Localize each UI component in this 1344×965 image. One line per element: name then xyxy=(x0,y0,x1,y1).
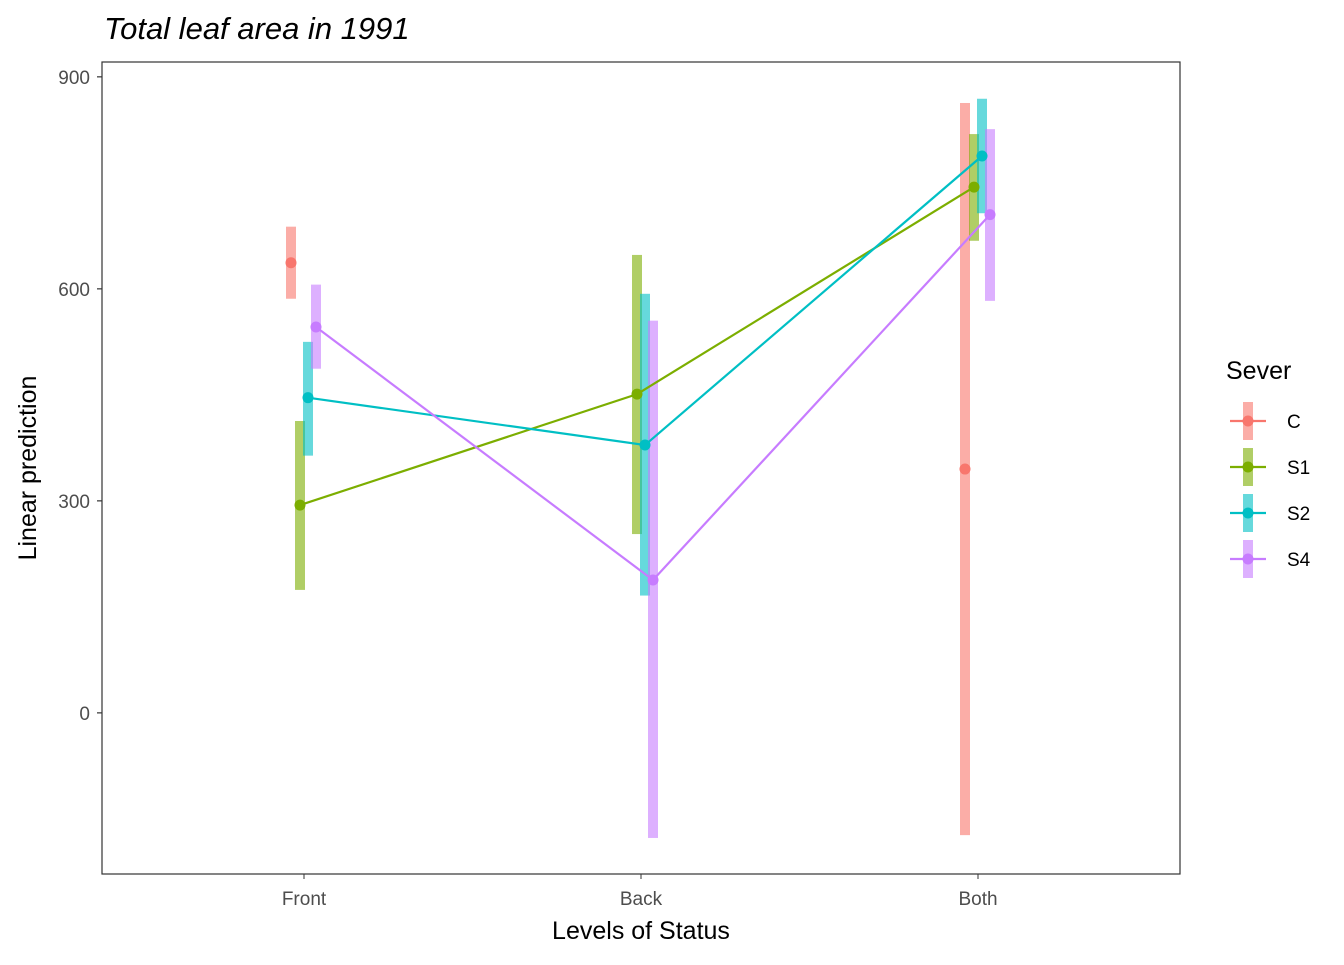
legend-label-C: C xyxy=(1287,412,1301,433)
chart-title: Total leaf area in 1991 xyxy=(104,11,410,46)
y-axis-title: Linear prediction xyxy=(14,376,42,561)
series-points xyxy=(285,150,996,586)
line-segment-S4 xyxy=(652,213,991,581)
y-tick-label: 600 xyxy=(58,280,90,301)
legend-key-point xyxy=(1242,461,1254,473)
y-tick-label: 300 xyxy=(58,492,90,513)
point-S4 xyxy=(984,209,996,221)
x-axis: Front Back Both xyxy=(282,874,998,910)
point-S2 xyxy=(639,439,651,451)
legend-key-point xyxy=(1242,415,1254,427)
y-tick-label: 900 xyxy=(58,68,90,89)
point-S4 xyxy=(647,574,659,586)
x-tick-label: Both xyxy=(958,889,997,910)
point-S2 xyxy=(302,392,314,404)
point-C xyxy=(285,257,297,269)
legend-title: Sever xyxy=(1226,357,1291,385)
legend-label-S1: S1 xyxy=(1287,458,1310,479)
legend-key-point xyxy=(1242,507,1254,519)
point-S1 xyxy=(294,499,306,511)
point-C xyxy=(959,463,971,475)
line-segment-S4 xyxy=(315,326,654,581)
line-segment-S2 xyxy=(307,396,646,447)
y-axis: 900 600 300 0 xyxy=(58,68,102,725)
y-tick-label: 0 xyxy=(79,704,90,725)
point-S1 xyxy=(968,181,980,193)
x-tick-label: Front xyxy=(282,889,327,910)
legend-key-point xyxy=(1242,553,1254,565)
line-segment-S1 xyxy=(636,186,975,396)
series-lines xyxy=(299,155,991,581)
legend-label-S4: S4 xyxy=(1287,550,1311,571)
legend: Sever C S1 S2 S4 xyxy=(1226,357,1311,578)
point-S2 xyxy=(976,150,988,162)
x-axis-title: Levels of Status xyxy=(552,917,730,945)
point-S4 xyxy=(310,321,322,333)
line-segment-S1 xyxy=(299,393,638,507)
x-tick-label: Back xyxy=(620,889,663,910)
legend-label-S2: S2 xyxy=(1287,504,1310,525)
line-segment-S2 xyxy=(644,155,983,446)
point-S1 xyxy=(631,388,643,400)
error-bars xyxy=(286,98,995,838)
